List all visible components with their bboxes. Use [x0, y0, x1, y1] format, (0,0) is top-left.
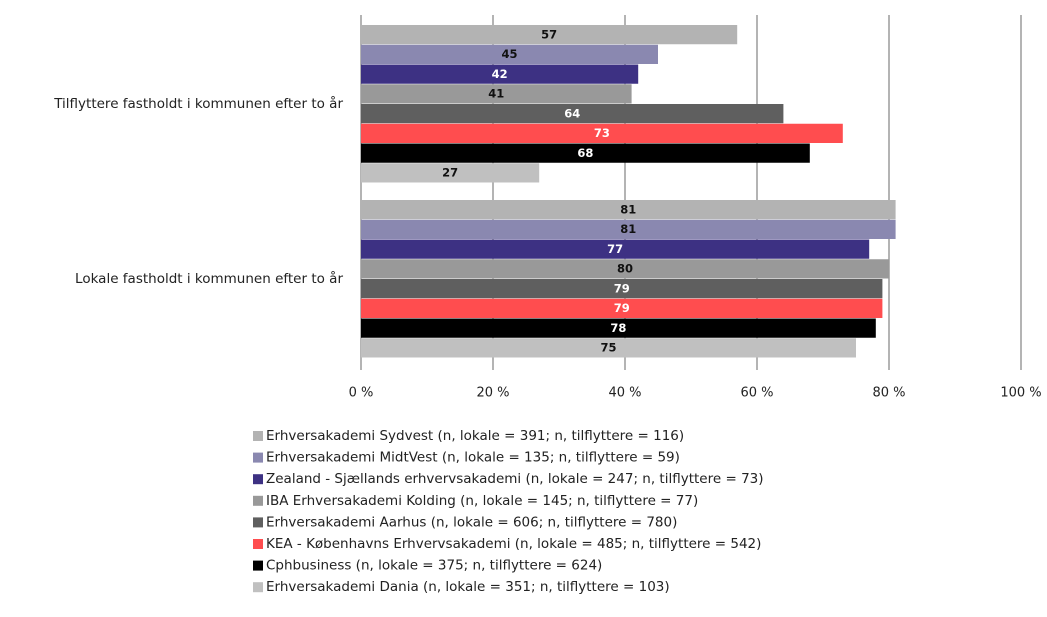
- data-label: 78: [610, 321, 626, 335]
- x-tick-label: 40 %: [608, 386, 641, 401]
- x-tick-label: 100 %: [1000, 386, 1041, 401]
- bar: [361, 25, 738, 45]
- legend-swatch: [253, 495, 263, 506]
- category-label: Lokale fastholdt i kommunen efter to år: [75, 270, 343, 287]
- data-label: 42: [492, 67, 508, 81]
- x-tick-label: 20 %: [476, 386, 509, 401]
- bar: [361, 104, 784, 124]
- bar: [361, 163, 540, 183]
- bar: [361, 64, 639, 84]
- data-label: 75: [600, 341, 616, 355]
- legend-swatch: [253, 452, 263, 463]
- data-label: 64: [564, 106, 580, 120]
- bar: [361, 279, 883, 299]
- x-tick-label: 0 %: [349, 386, 374, 401]
- x-tick-label: 80 %: [872, 386, 905, 401]
- legend-label: Erhversakademi MidtVest (n, lokale = 135…: [266, 450, 680, 466]
- category-label: Tilflyttere fastholdt i kommunen efter t…: [53, 95, 343, 112]
- legend-swatch: [253, 431, 263, 441]
- x-tick-label: 60 %: [740, 386, 773, 401]
- data-label: 27: [442, 166, 458, 180]
- data-label: 57: [541, 27, 557, 41]
- legend-label: Erhversakademi Dania (n, lokale = 351; n…: [266, 579, 670, 595]
- data-label: 68: [577, 146, 593, 160]
- legend-swatch: [253, 474, 263, 485]
- bar: [361, 298, 883, 318]
- data-label: 81: [620, 202, 636, 216]
- data-label: 79: [614, 281, 630, 295]
- legend-label: IBA Erhversakademi Kolding (n, lokale = …: [266, 493, 698, 509]
- bar: [361, 318, 876, 338]
- data-label: 45: [501, 47, 517, 61]
- bar: [361, 200, 896, 220]
- bar: [361, 239, 870, 259]
- bar: [361, 143, 810, 163]
- data-label: 81: [620, 222, 636, 236]
- data-label: 41: [488, 87, 504, 101]
- legend-label: Cphbusiness (n, lokale = 375; n, tilflyt…: [266, 558, 602, 574]
- bar: [361, 219, 896, 239]
- bar: [361, 84, 632, 104]
- legend-swatch: [253, 582, 263, 593]
- legend-swatch: [253, 539, 263, 549]
- bar: [361, 259, 889, 279]
- bar: [361, 123, 843, 143]
- bar: [361, 338, 856, 358]
- legend-label: Zealand - Sjællands erhvervsakademi (n, …: [266, 471, 764, 487]
- data-label: 77: [607, 242, 623, 256]
- legend-label: KEA - Københavns Erhvervsakademi (n, lok…: [266, 536, 761, 552]
- legend-label: Erhversakademi Aarhus (n, lokale = 606; …: [266, 514, 677, 530]
- legend-label: Erhversakademi Sydvest (n, lokale = 391;…: [266, 428, 684, 444]
- legend-swatch: [253, 517, 263, 528]
- legend-swatch: [253, 560, 263, 571]
- data-label: 79: [614, 301, 630, 315]
- data-label: 73: [594, 126, 610, 140]
- bar: [361, 44, 658, 64]
- data-label: 80: [617, 262, 633, 276]
